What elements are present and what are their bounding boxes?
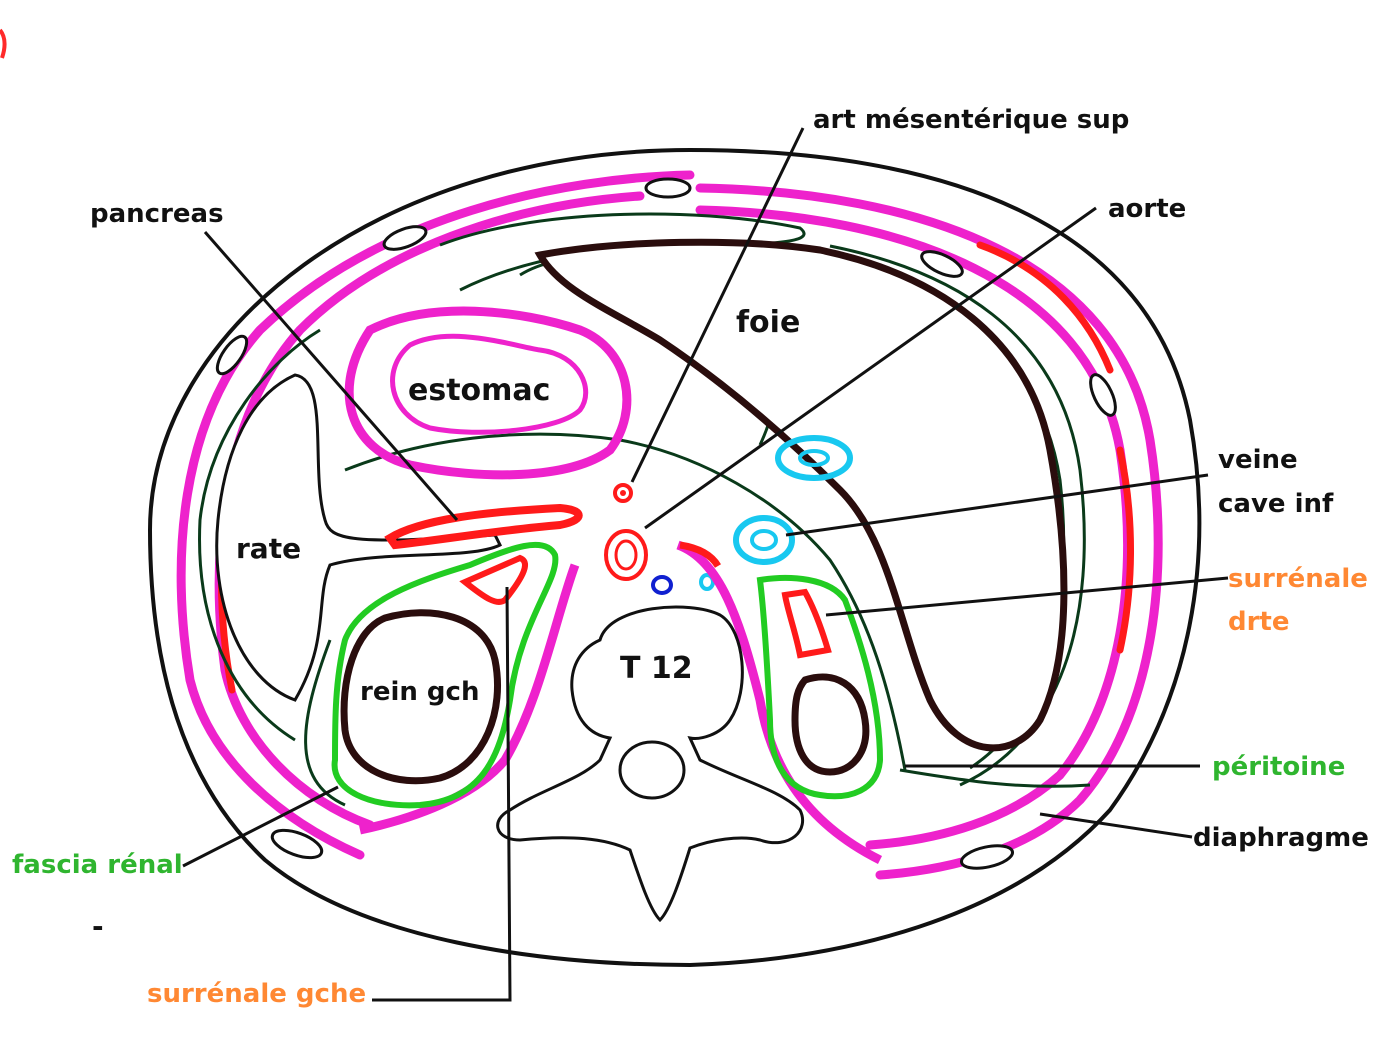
label-pancreas: pancreas — [90, 199, 224, 229]
leader-lines — [182, 127, 1229, 1002]
right-renal-fascia — [756, 574, 884, 800]
right-adrenal — [781, 588, 832, 659]
stomach-outline — [344, 306, 632, 480]
label-art-mesenterique: art mésentérique sup — [813, 105, 1129, 135]
liver-outline — [534, 238, 1068, 752]
aorta — [604, 529, 648, 581]
label-fascia-renal: fascia rénal — [12, 850, 183, 880]
label-veine-1: veine — [1218, 445, 1298, 475]
label-foie: foie — [736, 305, 800, 340]
label-surrenale-drte-2: drte — [1228, 607, 1290, 637]
small-vessel-dot — [699, 573, 715, 591]
spinal-canal — [618, 740, 686, 800]
label-estomac: estomac — [408, 373, 550, 408]
ribs — [215, 177, 1117, 870]
right-crus — [676, 540, 883, 865]
left-renal-fascia — [331, 541, 559, 809]
label-rate: rate — [236, 532, 301, 565]
stomach-inner — [390, 333, 589, 435]
body-outline — [147, 147, 1202, 968]
label-surrenale-gche: surrénale gche — [147, 979, 366, 1009]
label-dash: - — [92, 910, 104, 943]
left-renal-vein-dot — [651, 575, 673, 595]
left-crus — [359, 563, 580, 835]
left-adrenal — [459, 554, 528, 605]
label-diaphragme: diaphragme — [1193, 823, 1369, 853]
portal-vein — [775, 435, 853, 481]
label-peritoine: péritoine — [1212, 752, 1345, 782]
spleen-outline — [215, 373, 503, 702]
label-surrenale-drte-1: surrénale — [1228, 564, 1368, 594]
label-rein-gch: rein gch — [360, 677, 479, 707]
superior-mesenteric-artery — [613, 483, 633, 503]
corner-mark — [0, 28, 7, 59]
inferior-vena-cava — [733, 515, 795, 565]
pancreas-outline — [384, 503, 583, 550]
left-kidney — [340, 609, 502, 785]
label-t12: T 12 — [620, 651, 693, 686]
label-aorte: aorte — [1108, 194, 1186, 224]
label-veine-2: cave inf — [1218, 489, 1334, 519]
right-kidney — [791, 673, 870, 776]
